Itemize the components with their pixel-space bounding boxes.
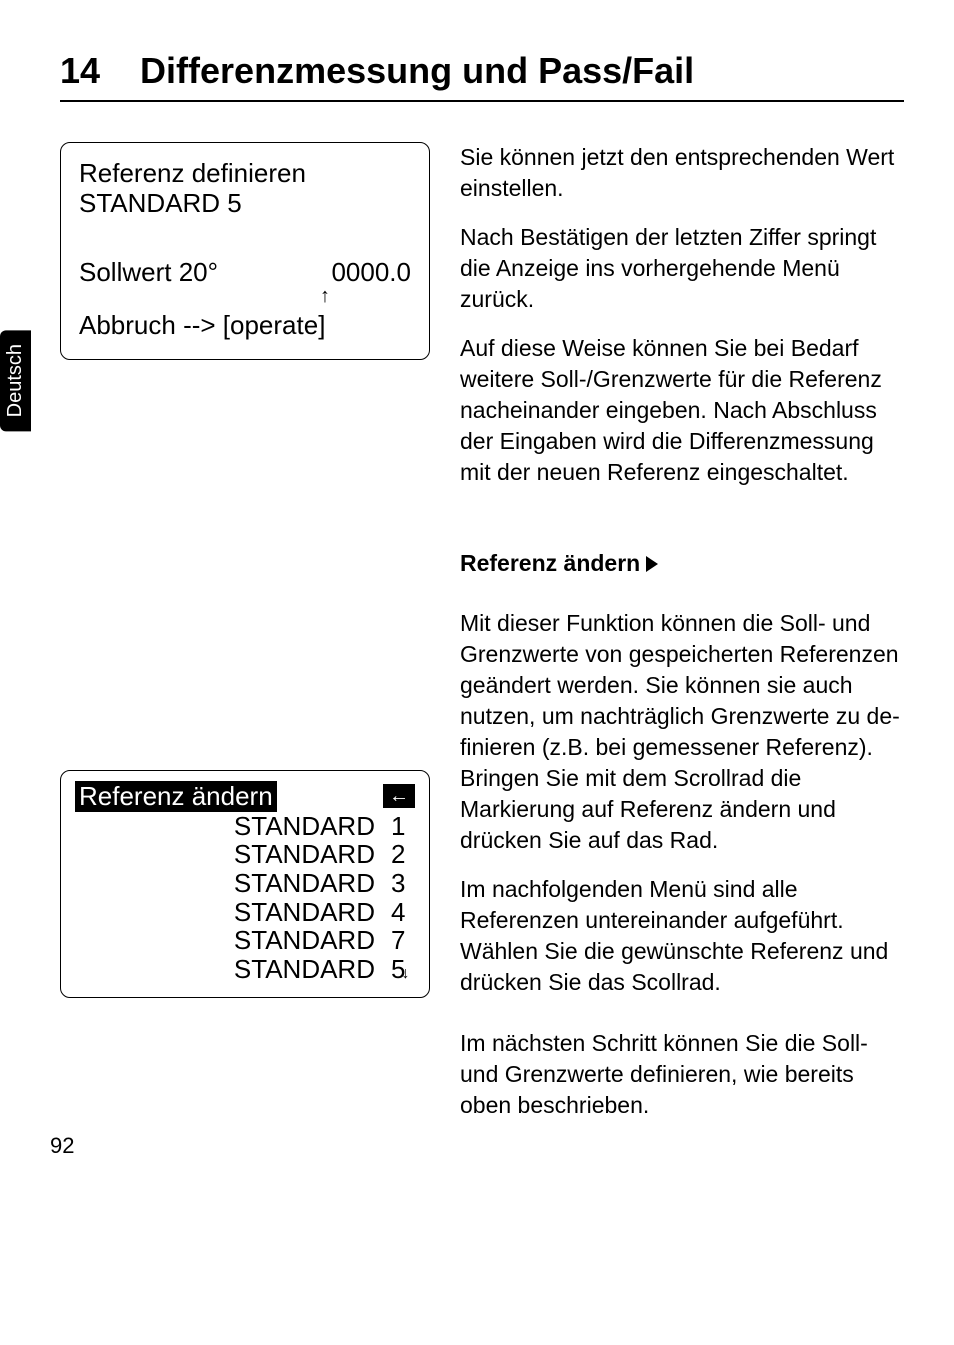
chapter-title: Differenzmessung und Pass/Fail <box>140 50 694 92</box>
section-heading-text: Referenz ändern <box>460 548 640 579</box>
list-num: 7 <box>391 926 415 955</box>
list-num: 3 <box>391 869 415 898</box>
list-num: 2 <box>391 840 415 869</box>
cursor-arrow-icon: ↑ <box>239 288 411 304</box>
sollwert-label: Sollwert 20° <box>79 257 218 288</box>
section-heading: Referenz ändern <box>460 548 904 579</box>
list-label: STANDARD <box>234 812 375 841</box>
body-paragraph: Auf diese Weise können Sie bei Bedarf we… <box>460 333 904 488</box>
list-num: 1 <box>391 812 415 841</box>
sollwert-value: 0000.0 <box>331 257 411 288</box>
menu-highlight: Referenz ändern <box>75 781 277 812</box>
triangle-right-icon <box>646 556 658 572</box>
body-paragraph: Mit dieser Funktion können die Soll- und… <box>460 608 904 856</box>
chapter-number: 14 <box>60 50 100 92</box>
back-arrow-icon: ← <box>383 784 415 808</box>
cancel-instruction: Abbruch --> [operate] <box>79 310 411 341</box>
display-subtitle: STANDARD 5 <box>79 189 411 219</box>
body-paragraph: Nach Bestätigen der letzten Ziffer sprin… <box>460 222 904 315</box>
scroll-down-icon: ↓ <box>401 965 409 982</box>
list-num: 4 <box>391 898 415 927</box>
list-label: STANDARD <box>234 869 375 898</box>
list-num: 5↓ <box>391 955 415 984</box>
list-item: STANDARD 3 <box>75 869 415 898</box>
body-paragraph: Im nächsten Schritt können Sie die Soll-… <box>460 1028 904 1121</box>
list-item: STANDARD 7 <box>75 926 415 955</box>
list-item: STANDARD 4 <box>75 898 415 927</box>
chapter-header: 14 Differenzmessung und Pass/Fail <box>60 50 904 102</box>
list-item: STANDARD 2 <box>75 840 415 869</box>
list-item: STANDARD 1 <box>75 812 415 841</box>
body-paragraph: Sie können jetzt den entsprechen­den Wer… <box>460 142 904 204</box>
lcd-display-change-reference: Referenz ändern ← STANDARD 1 STANDARD 2 … <box>60 770 430 999</box>
display-title: Referenz definieren <box>79 159 411 189</box>
list-item: STANDARD 5↓ <box>75 955 415 984</box>
page-number: 92 <box>50 1133 74 1159</box>
lcd-display-define-reference: Referenz definieren STANDARD 5 Sollwert … <box>60 142 430 360</box>
list-label: STANDARD <box>234 898 375 927</box>
list-label: STANDARD <box>234 955 375 984</box>
list-label: STANDARD <box>234 926 375 955</box>
list-label: STANDARD <box>234 840 375 869</box>
body-paragraph: Im nachfolgenden Menü sind alle Referenz… <box>460 874 904 998</box>
